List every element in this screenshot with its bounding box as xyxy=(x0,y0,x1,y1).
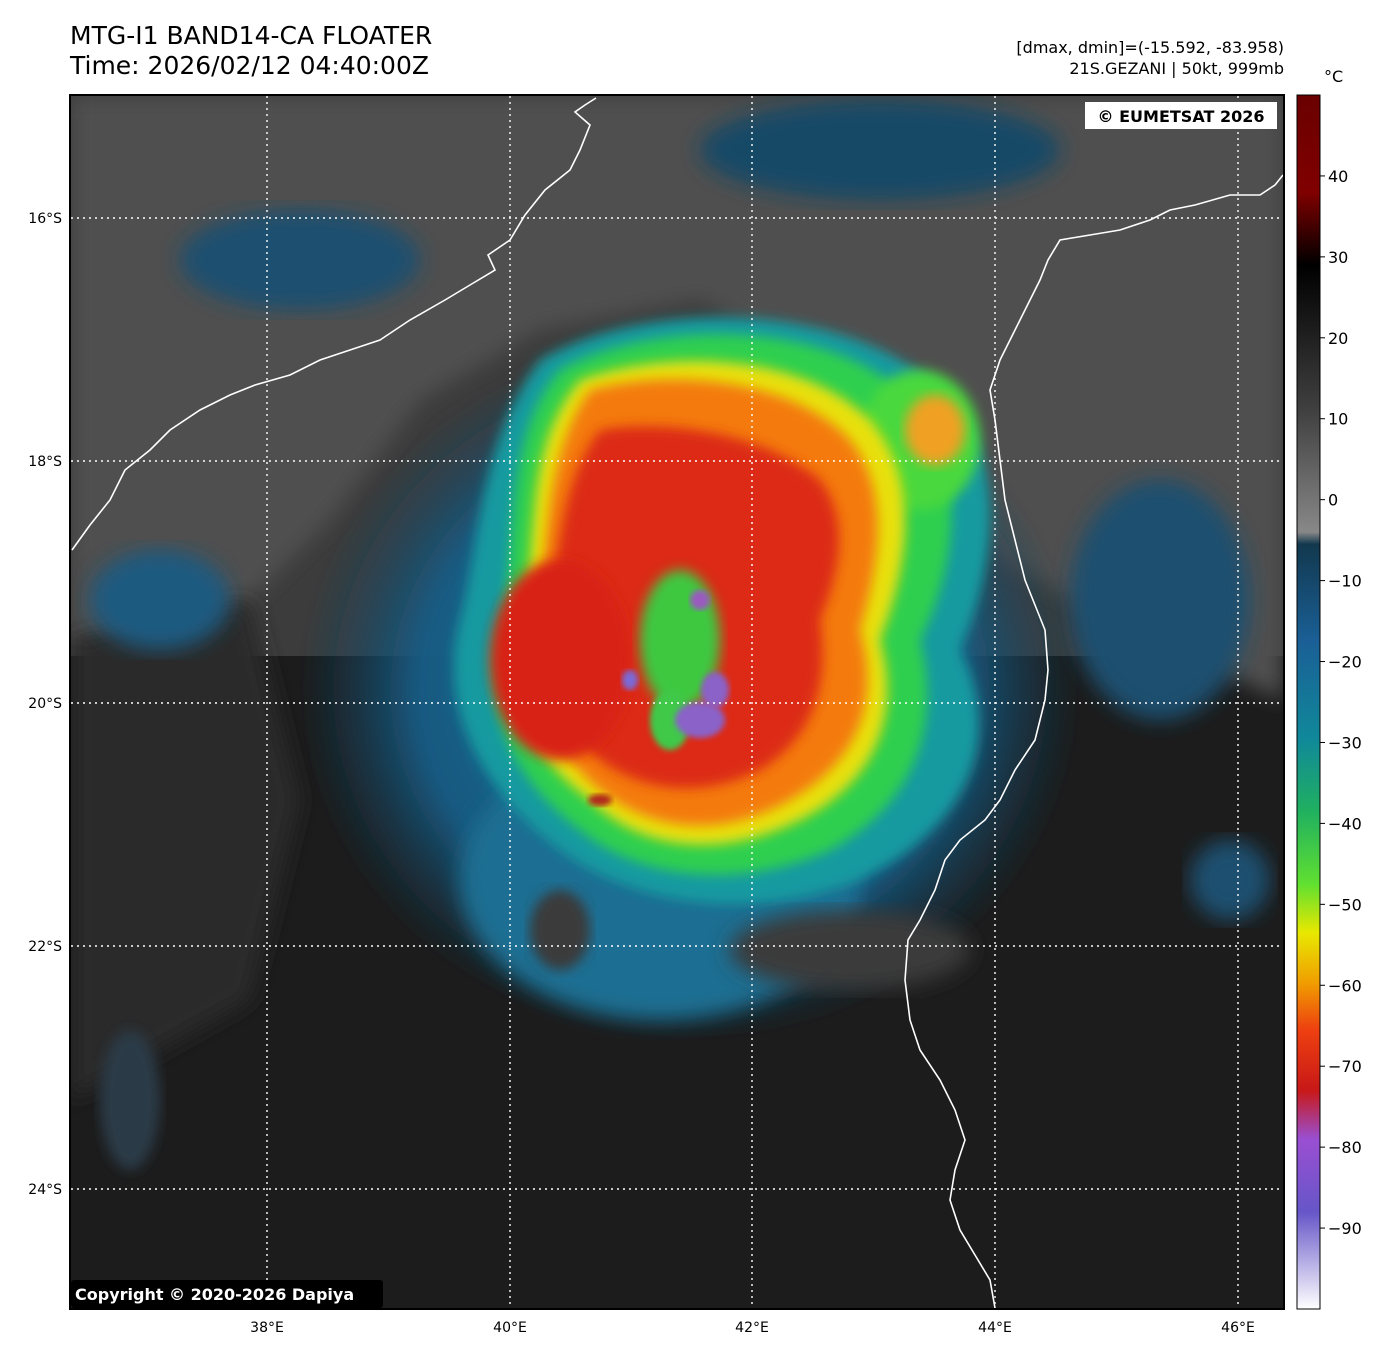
dapiya-credit: Copyright © 2020-2026 Dapiya xyxy=(75,1285,354,1304)
lon-label-38e: 38°E xyxy=(250,1320,284,1336)
eumetsat-credit-box xyxy=(1085,102,1277,129)
colorbar-tick-label: −70 xyxy=(1328,1057,1362,1076)
colorbar-tick-label: 10 xyxy=(1328,410,1348,429)
colorbar-tick-label: −60 xyxy=(1328,976,1362,995)
dapiya-credit-box xyxy=(71,1280,383,1308)
coastlines xyxy=(71,97,1283,1308)
lon-label-46e: 46°E xyxy=(1221,1320,1255,1336)
colorbar-unit: °C xyxy=(1324,67,1344,86)
colorbar-tick-label: 30 xyxy=(1328,248,1348,267)
colorbar-tick-label: 40 xyxy=(1328,167,1348,186)
colorbar-tick-label: −50 xyxy=(1328,895,1362,914)
colorbar-tick-label: −30 xyxy=(1328,733,1362,752)
chart-timestamp: Time: 2026/02/12 04:40:00Z xyxy=(70,51,429,80)
colorbar-tick-label: 20 xyxy=(1328,329,1348,348)
eumetsat-credit: © EUMETSAT 2026 xyxy=(1098,107,1265,126)
storm-info: 21S.GEZANI | 50kt, 999mb xyxy=(1069,59,1284,78)
dmax-dmin-readout: [dmax, dmin]=(-15.592, -83.958) xyxy=(1016,38,1284,57)
lon-label-40e: 40°E xyxy=(493,1320,527,1336)
lat-label-22s: 22°S xyxy=(28,939,62,955)
colorbar-ticks: 40 30 20 10 0 −10 −20 −30 −40 −50 −60 −70 −80 −90 xyxy=(1320,167,1362,1238)
colorbar-tick-label: −80 xyxy=(1328,1138,1362,1157)
chart-title: MTG-I1 BAND14-CA FLOATER xyxy=(70,21,433,50)
satellite-imagery xyxy=(71,96,1283,1308)
lon-label-42e: 42°E xyxy=(735,1320,769,1336)
lat-label-18s: 18°S xyxy=(28,454,62,470)
lon-label-44e: 44°E xyxy=(978,1320,1012,1336)
colorbar-tick-label: −10 xyxy=(1328,572,1362,591)
colorbar-tick-label: −40 xyxy=(1328,814,1362,833)
colorbar-tick-label: −20 xyxy=(1328,653,1362,672)
colorbar-tick-label: −90 xyxy=(1328,1219,1362,1238)
colorbar xyxy=(1296,94,1321,1310)
colorbar-tick-label: 0 xyxy=(1328,491,1338,510)
lat-label-16s: 16°S xyxy=(28,211,62,227)
lat-label-20s: 20°S xyxy=(28,696,62,712)
graticule xyxy=(71,96,1283,1308)
lat-label-24s: 24°S xyxy=(28,1182,62,1198)
map-frame xyxy=(69,94,1285,1310)
